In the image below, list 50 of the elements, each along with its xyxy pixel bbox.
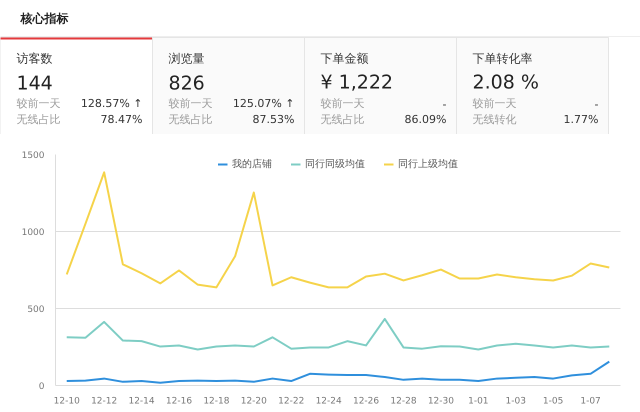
text: - bbox=[594, 98, 599, 111]
legend-label: 我的店铺 bbox=[232, 158, 272, 171]
y-tick-label: 500 bbox=[27, 305, 45, 315]
text: 核心指标 bbox=[20, 12, 68, 26]
x-tick-label: 12-24 bbox=[316, 396, 342, 406]
x-tick-label: 12-22 bbox=[278, 396, 304, 406]
text: ¥ 1,222 bbox=[320, 72, 394, 94]
text: - bbox=[442, 98, 447, 111]
legend-label: 同行上级均值 bbox=[398, 158, 458, 171]
x-tick-label: 12-12 bbox=[91, 396, 118, 406]
text: 144 bbox=[16, 72, 53, 94]
x-tick-label: 12-14 bbox=[128, 396, 155, 406]
text: 浏览量 bbox=[168, 52, 204, 66]
line-series bbox=[66, 171, 610, 288]
x-tick-label: 12-18 bbox=[203, 396, 230, 406]
y-tick-label: 0 bbox=[38, 382, 45, 392]
line-series bbox=[66, 360, 610, 384]
x-tick-label: 1-05 bbox=[542, 396, 564, 406]
x-tick-label: 1-03 bbox=[506, 396, 526, 406]
x-tick-label: 12-26 bbox=[352, 396, 380, 406]
text: 较前一天 bbox=[320, 97, 364, 110]
text: 较前一天 bbox=[168, 97, 212, 110]
text: 128.57% ↑ bbox=[80, 97, 142, 110]
x-tick-label: 12-28 bbox=[390, 396, 417, 406]
text: 1.77% bbox=[564, 113, 599, 126]
text: 无线占比 bbox=[168, 113, 212, 126]
text: 2.08 % bbox=[472, 72, 539, 94]
text: 下单金额 bbox=[320, 52, 368, 66]
legend-label: 同行同级均值 bbox=[305, 158, 365, 171]
text: 78.47% bbox=[100, 113, 143, 126]
x-tick-label: 1-01 bbox=[468, 396, 489, 406]
text: 无线占比 bbox=[320, 113, 364, 126]
text: 125.07% ↑ bbox=[232, 97, 294, 110]
x-tick-label: 12-30 bbox=[428, 396, 454, 406]
text: 访客数 bbox=[16, 52, 52, 66]
y-tick-label: 1000 bbox=[22, 228, 45, 238]
x-tick-label: 12-16 bbox=[166, 396, 192, 406]
text: 87.53% bbox=[252, 113, 295, 126]
text: 下单转化率 bbox=[472, 52, 532, 66]
x-tick-label: 12-20 bbox=[240, 396, 268, 406]
text: 较前一天 bbox=[472, 97, 516, 110]
x-tick-label: 1-07 bbox=[580, 396, 601, 406]
y-tick-label: 1500 bbox=[22, 151, 45, 161]
text: 无线转化 bbox=[472, 113, 516, 126]
text: 较前一天 bbox=[16, 97, 60, 110]
text: 826 bbox=[168, 72, 205, 94]
line-series bbox=[66, 318, 610, 350]
text: 无线占比 bbox=[16, 113, 60, 126]
text: 86.09% bbox=[404, 113, 447, 126]
x-tick-label: 12-10 bbox=[54, 396, 80, 406]
